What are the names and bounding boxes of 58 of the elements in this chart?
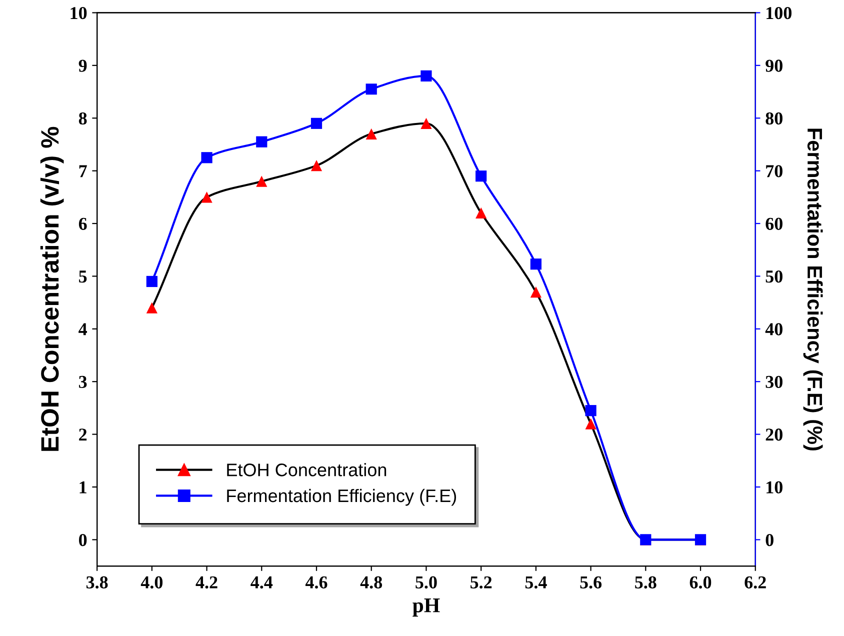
y-tick-label: 9 [78, 60, 87, 72]
y-tick-label: 8 [78, 112, 87, 125]
x-tick-label: 6.0 [690, 576, 712, 589]
y2-tick-label: 0 [766, 534, 774, 546]
y-tick-label: 10 [70, 6, 87, 20]
y-tick-label: 4 [78, 323, 87, 336]
y-tick-label: 5 [79, 270, 87, 283]
point [585, 418, 596, 430]
x-tick-label: 4.8 [360, 576, 382, 589]
y2-tick-label: 30 [766, 376, 782, 388]
y2-tick-label: 80 [766, 112, 782, 125]
point [201, 152, 212, 164]
y2-tick-label: 20 [766, 428, 782, 441]
x-tick-label: 4.6 [305, 576, 328, 589]
x-tick-label: 5.0 [416, 576, 437, 589]
y2-tick-label: 60 [766, 218, 782, 230]
y2-tick-label: 50 [766, 270, 782, 283]
point [256, 136, 268, 148]
y-tick-label: 2 [79, 428, 87, 441]
y2-tick-label: 70 [766, 165, 782, 178]
point [310, 118, 322, 129]
y2-axis-title: Fermentation Efficiency (F.E) (%) [803, 128, 823, 450]
point [366, 128, 377, 140]
x-tick-label: 4.2 [196, 576, 218, 589]
point [310, 160, 322, 172]
y-tick-label: 3 [78, 376, 87, 388]
y2-tick-label: 90 [766, 60, 782, 72]
point [366, 84, 377, 95]
legend-label: Fermentation Efficiency (F.E) [227, 488, 456, 506]
point [476, 170, 487, 182]
x-tick-label: 5.4 [525, 576, 547, 589]
x-tick-label: 5.2 [470, 576, 492, 589]
point [585, 405, 596, 416]
x-tick-label: 3.8 [86, 576, 108, 589]
point [201, 192, 212, 203]
y2-tick-label: 40 [765, 323, 782, 336]
point [146, 276, 158, 288]
point [420, 70, 432, 82]
y-tick-label: 0 [79, 534, 87, 546]
x-tick-label: 6.2 [744, 576, 766, 589]
point [530, 286, 542, 298]
legend-label: EtOH Concentration [227, 463, 386, 476]
x-tick-label: 4.0 [140, 576, 163, 589]
x-tick-label: 5.6 [580, 576, 602, 589]
y-tick-label: 6 [78, 218, 87, 230]
x-axis-title: pH [412, 598, 440, 617]
y-tick-label: 1 [80, 481, 86, 494]
x-tick-label: 4.4 [250, 576, 273, 589]
y-axis-title: EtOH Concentration (v/v) % [40, 126, 64, 451]
point [256, 176, 268, 187]
point [146, 302, 158, 314]
y2-tick-label: 10 [766, 481, 782, 494]
y2-tick-label: 100 [766, 6, 792, 20]
point [476, 207, 487, 219]
point [420, 118, 432, 129]
point [530, 258, 542, 270]
x-tick-label: 5.8 [635, 576, 656, 589]
y-tick-label: 7 [79, 165, 87, 178]
